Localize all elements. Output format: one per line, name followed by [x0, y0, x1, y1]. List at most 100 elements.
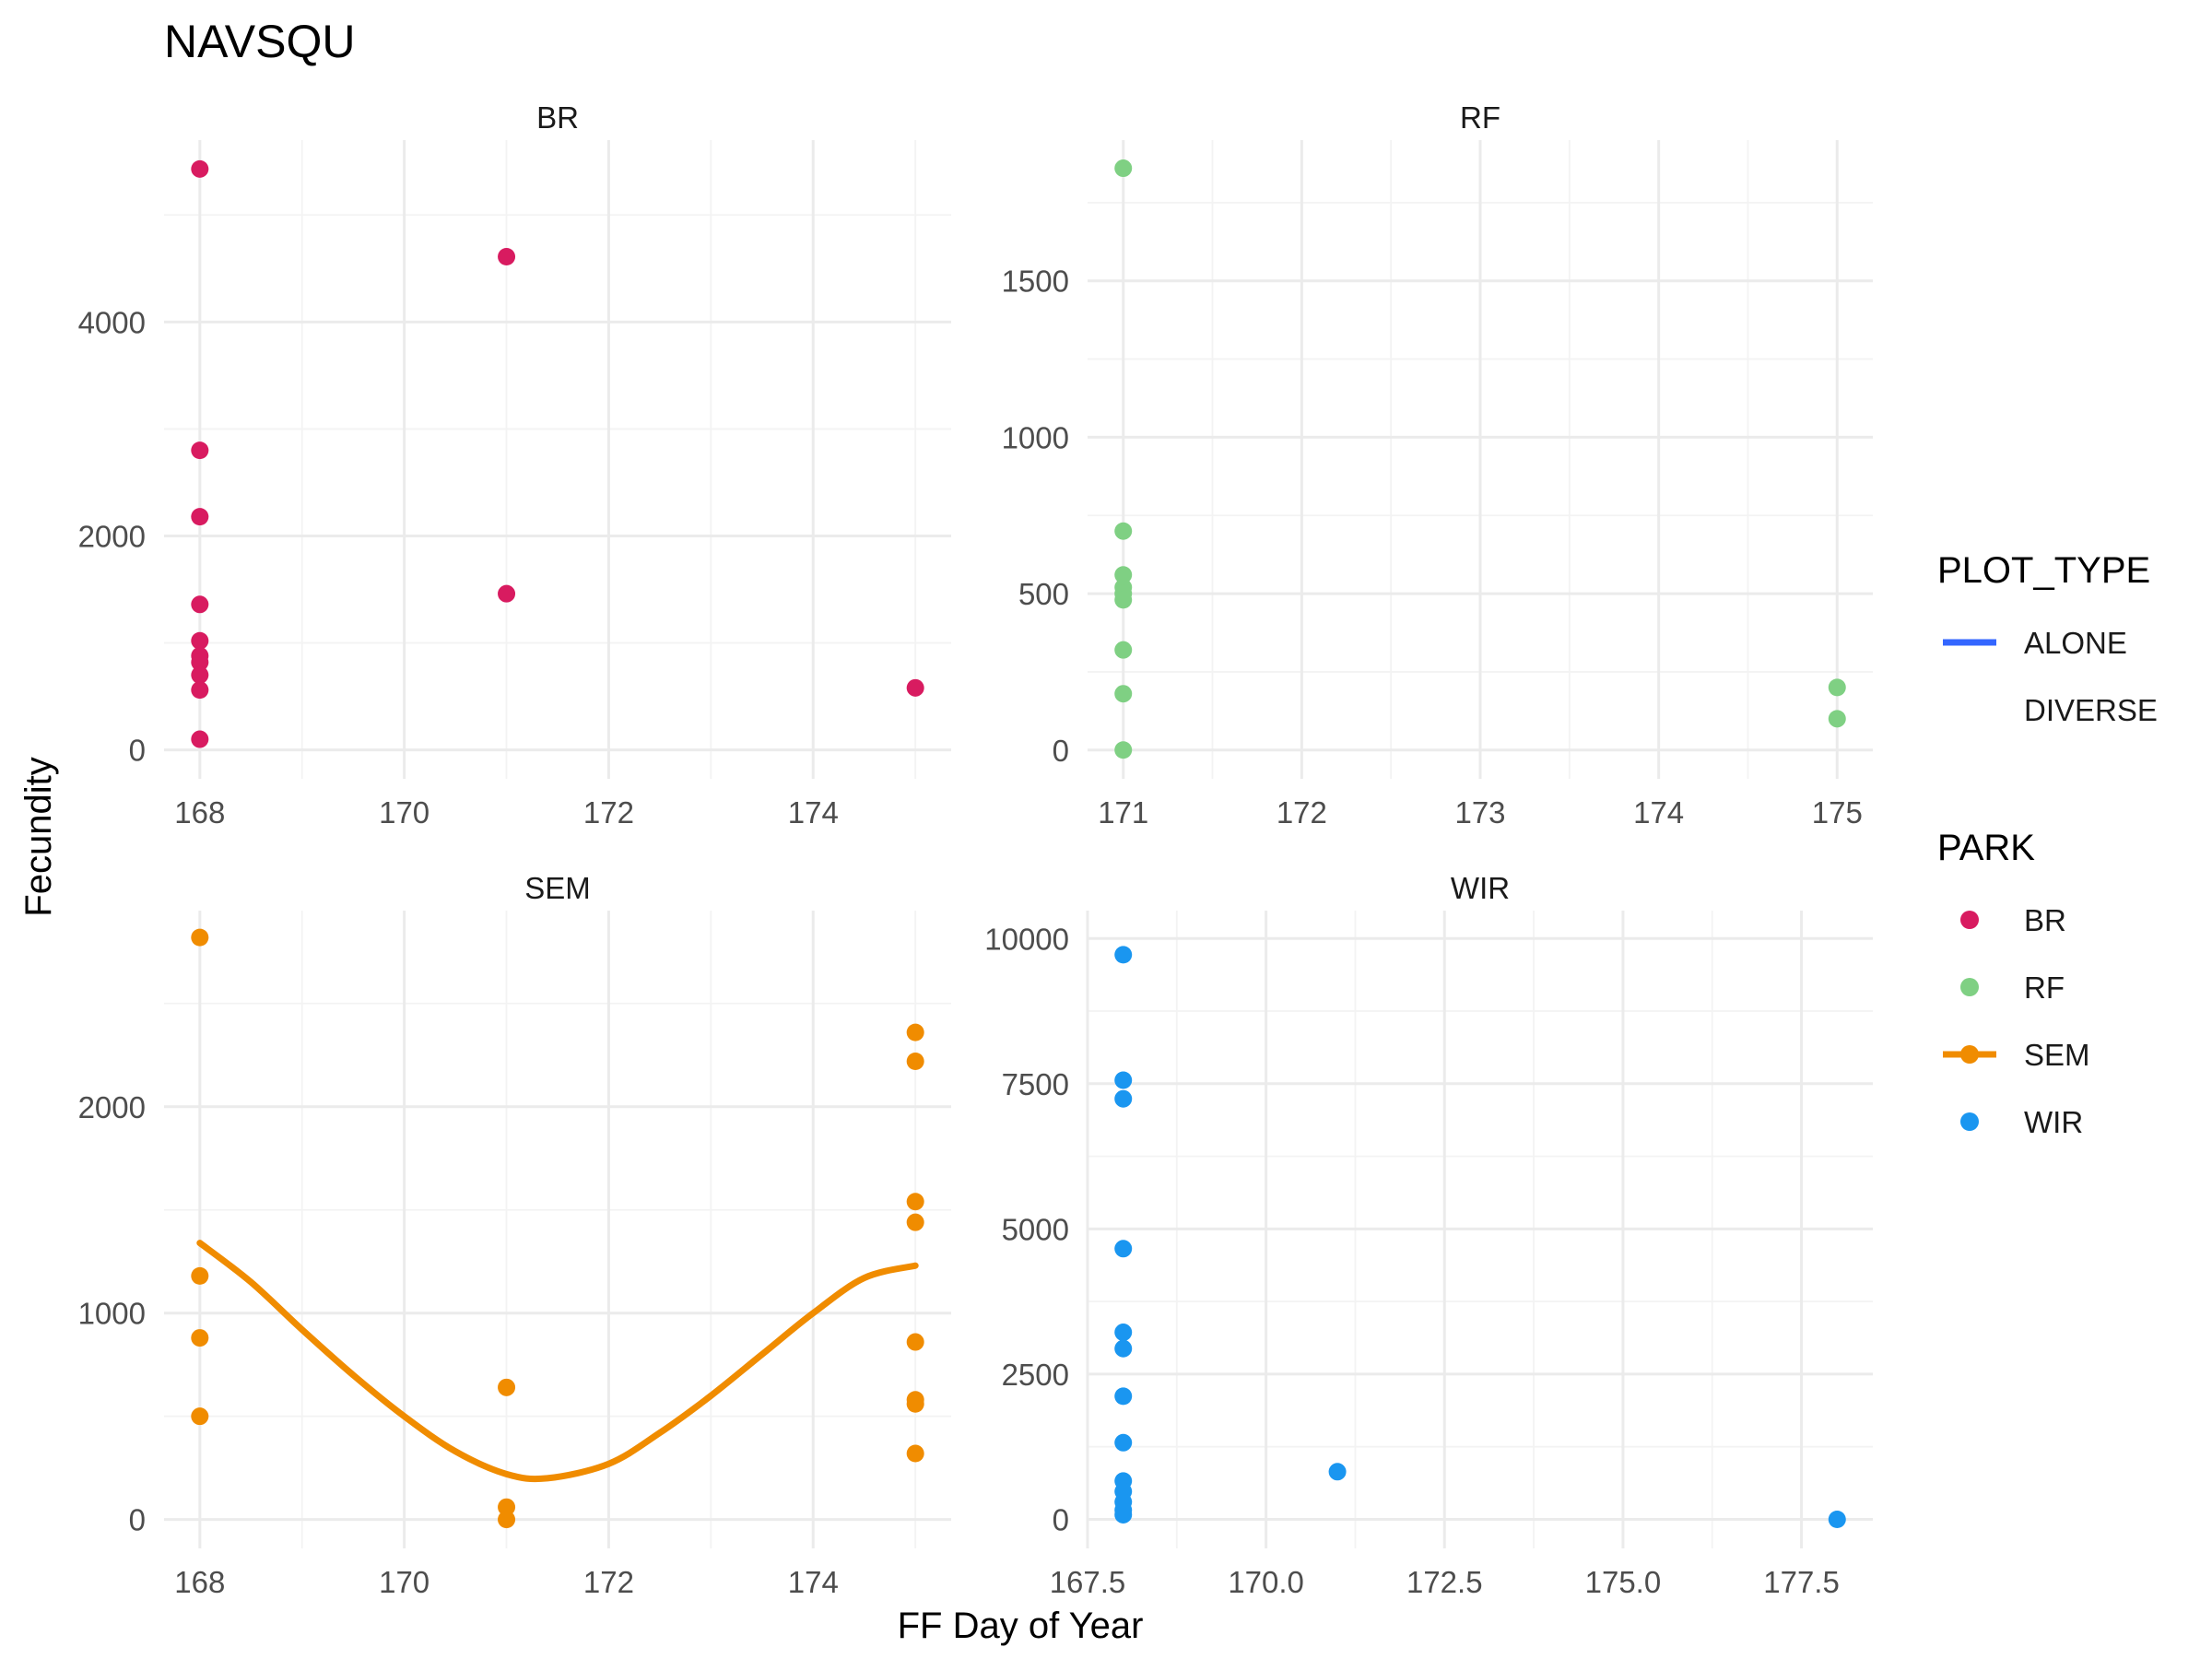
data-point	[906, 678, 924, 697]
legend-label: BR	[2024, 903, 2066, 937]
x-tick-label: 175.0	[1585, 1565, 1662, 1599]
data-point	[1114, 159, 1133, 178]
x-tick-label: 168	[174, 1565, 225, 1599]
panel-strip-label: WIR	[1451, 871, 1510, 905]
data-point	[498, 1511, 516, 1529]
legend-entry-diverse: DIVERSE	[2024, 693, 2158, 727]
data-point	[1114, 522, 1133, 540]
data-point	[906, 1193, 924, 1211]
data-point	[498, 248, 516, 266]
data-point	[191, 1407, 209, 1426]
x-tick-label: 167.5	[1050, 1565, 1126, 1599]
legend-label: WIR	[2024, 1105, 2083, 1139]
data-point	[906, 1023, 924, 1041]
data-point	[1328, 1463, 1347, 1481]
y-tick-label: 0	[129, 734, 146, 768]
data-point	[191, 631, 209, 650]
y-tick-label: 500	[1018, 577, 1069, 611]
legend-entry-rf: RF	[1960, 971, 2065, 1005]
data-point	[191, 508, 209, 526]
data-point	[1114, 1240, 1133, 1258]
legend-key-point	[1960, 911, 1979, 929]
data-point	[191, 681, 209, 700]
legend-label: ALONE	[2024, 626, 2127, 660]
data-point	[191, 928, 209, 947]
data-point	[906, 1213, 924, 1231]
legend-key-point	[1960, 978, 1979, 996]
x-tick-label: 174	[788, 1565, 839, 1599]
data-point	[498, 1498, 516, 1516]
y-tick-label: 4000	[78, 305, 146, 339]
x-tick-label: 177.5	[1763, 1565, 1840, 1599]
x-tick-label: 168	[174, 795, 225, 830]
data-point	[191, 1266, 209, 1285]
y-tick-label: 2000	[78, 519, 146, 553]
x-tick-label: 173	[1454, 795, 1505, 830]
legend-entry-sem: SEM	[1943, 1038, 2090, 1072]
legend-entry-br: BR	[1960, 903, 2066, 937]
data-point	[191, 159, 209, 178]
panel-strip-label: BR	[536, 100, 579, 135]
x-tick-label: 170.0	[1228, 1565, 1304, 1599]
panel-sem: 168 170 172 174 0 1000 2000 SEM	[78, 871, 951, 1599]
data-point	[1114, 1433, 1133, 1452]
data-point	[191, 441, 209, 460]
legend-title: PLOT_TYPE	[1937, 550, 2150, 591]
data-point	[1114, 1387, 1133, 1406]
legend-entry-wir: WIR	[1960, 1105, 2083, 1139]
x-tick-label: 172.5	[1406, 1565, 1483, 1599]
x-tick-label: 175	[1812, 795, 1863, 830]
y-tick-label: 1000	[1002, 420, 1069, 454]
panel-br: 168 170 172 174 0 2000 4000 BR	[78, 100, 951, 830]
x-tick-label: 172	[1277, 795, 1327, 830]
panel-strip-label: SEM	[524, 871, 591, 905]
data-point	[1114, 685, 1133, 703]
facet-panels: 168 170 172 174 0 2000 4000 BR 171 172 173 174 175 0 5…	[78, 100, 1873, 1599]
data-point	[1114, 1339, 1133, 1358]
data-point	[906, 1394, 924, 1413]
x-axis-title: FF Day of Year	[898, 1606, 1144, 1646]
panel-strip-label: RF	[1460, 100, 1500, 135]
data-point	[498, 1378, 516, 1396]
data-point	[191, 665, 209, 684]
panel-rf: 171 172 173 174 175 0 500 1000 1500 RF	[1002, 100, 1873, 830]
legend: PLOT_TYPE ALONE DIVERSE PARK BR RF SEM WIR	[1937, 550, 2158, 1139]
chart-title: NAVSQU	[164, 16, 355, 67]
legend-entry-alone: ALONE	[1943, 626, 2127, 660]
x-tick-label: 171	[1098, 795, 1148, 830]
legend-plot-type: PLOT_TYPE ALONE DIVERSE	[1937, 550, 2158, 727]
data-point	[906, 1444, 924, 1463]
y-tick-label: 5000	[1002, 1212, 1069, 1246]
legend-label: RF	[2024, 971, 2065, 1005]
x-tick-label: 170	[379, 1565, 429, 1599]
legend-key-point	[1960, 1112, 1979, 1131]
x-tick-label: 174	[788, 795, 839, 830]
data-point	[1828, 1510, 1846, 1528]
data-point	[906, 1052, 924, 1070]
data-point	[1828, 710, 1846, 728]
data-point	[191, 1329, 209, 1347]
y-tick-label: 2500	[1002, 1358, 1069, 1392]
y-tick-label: 1500	[1002, 265, 1069, 299]
data-point	[1114, 1505, 1133, 1524]
data-point	[1114, 591, 1133, 609]
y-tick-label: 1000	[78, 1297, 146, 1331]
data-point	[1114, 1324, 1133, 1342]
panel-wir: 167.5 170.0 172.5 175.0 177.5 0 2500 5000 7500 10…	[984, 871, 1873, 1599]
x-tick-label: 170	[379, 795, 429, 830]
data-point	[191, 595, 209, 614]
legend-key-point	[1960, 1045, 1979, 1064]
data-point	[1114, 566, 1133, 584]
x-tick-label: 172	[583, 795, 634, 830]
legend-label: SEM	[2024, 1038, 2090, 1072]
x-tick-label: 174	[1633, 795, 1684, 830]
y-tick-label: 7500	[1002, 1067, 1069, 1101]
smooth-line	[196, 1240, 919, 1483]
data-point	[498, 584, 516, 603]
data-point	[191, 730, 209, 748]
y-tick-label: 0	[1053, 1502, 1069, 1536]
data-point	[906, 1333, 924, 1351]
data-point	[1114, 741, 1133, 759]
y-axis-title: Fecundity	[18, 757, 59, 916]
